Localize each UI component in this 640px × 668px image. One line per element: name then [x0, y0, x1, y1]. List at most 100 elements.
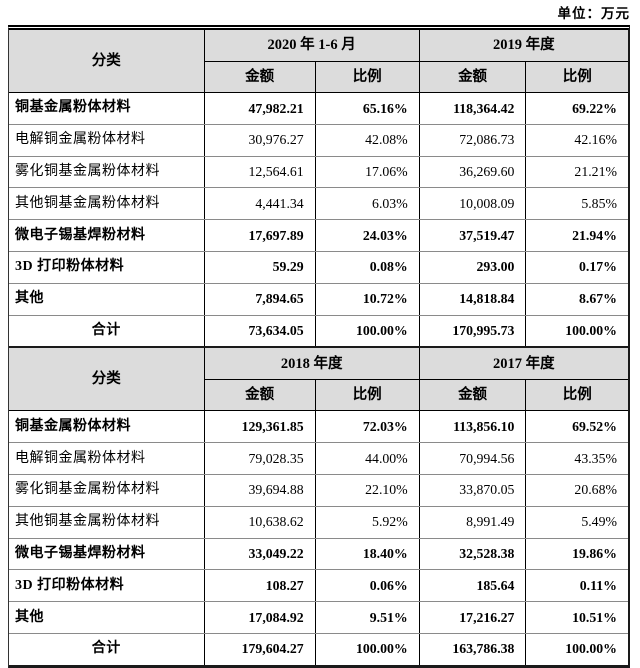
- period-header-2019: 2019 年度: [419, 30, 628, 62]
- row-ratio: 72.03%: [316, 411, 420, 443]
- table-row: 雾化铜基金属粉体材料 39,694.88 22.10% 33,870.05 20.68%: [9, 474, 628, 507]
- row-amount: 14,818.84: [420, 283, 527, 315]
- row-ratio: 21.94%: [572, 227, 617, 243]
- row-amount: 59.29: [205, 251, 316, 283]
- row-amount: 47,982.21: [205, 93, 316, 124]
- table-row: 其他 7,894.65 10.72% 14,818.84 8.67%: [9, 283, 628, 316]
- row-amount: 118,364.42: [420, 93, 527, 124]
- table-row: 雾化铜基金属粉体材料 12,564.61 17.06% 36,269.60 21.21%: [9, 156, 628, 189]
- table-row: 3D 打印粉体材料 108.27 0.06% 185.64 0.11%: [9, 570, 628, 603]
- amount-column-header: 金额: [205, 62, 316, 92]
- row-label: 雾化铜基金属粉体材料: [9, 156, 205, 188]
- row-label: 铜基金属粉体材料: [9, 93, 205, 124]
- period-header-2017: 2017 年度: [419, 348, 628, 381]
- table-row: 电解铜金属粉体材料 79,028.35 44.00% 70,994.56 43.35%: [9, 443, 628, 475]
- table-row: 微电子锡基焊粉材料 33,049.22 18.40% 32,528.38 19.86%: [9, 538, 628, 571]
- table-row: 铜基金属粉体材料 47,982.21 65.16% 118,364.42 69.22%: [9, 93, 628, 125]
- row-ratio: 22.10%: [316, 474, 420, 506]
- row-ratio: 44.00%: [316, 443, 420, 474]
- amount-column-header: 金额: [420, 62, 527, 92]
- category-column-header: 分类: [9, 348, 205, 411]
- row-label: 合计: [9, 633, 205, 665]
- row-ratio: 24.03%: [316, 220, 420, 251]
- row-ratio: 8.67%: [579, 291, 617, 307]
- row-amount: 108.27: [205, 570, 316, 602]
- row-ratio: 100.00%: [316, 633, 420, 665]
- row-amount: 70,994.56: [420, 443, 527, 474]
- table-row: 其他铜基金属粉体材料 10,638.62 5.92% 8,991.49 5.49%: [9, 506, 628, 539]
- table-row: 铜基金属粉体材料 129,361.85 72.03% 113,856.10 69.52%: [9, 411, 628, 444]
- ratio-column-header: 比例: [316, 380, 420, 411]
- row-ratio: 100.00%: [565, 641, 617, 657]
- row-label: 其他: [9, 602, 205, 633]
- table-row: 电解铜金属粉体材料 30,976.27 42.08% 72,086.73 42.16%: [9, 124, 628, 157]
- total-row: 合计 179,604.27 100.00% 163,786.38 100.00%: [9, 633, 628, 665]
- row-amount: 113,856.10: [420, 411, 527, 443]
- row-amount: 33,870.05: [420, 474, 527, 506]
- row-amount: 7,894.65: [205, 283, 316, 315]
- row-amount: 37,519.47: [420, 220, 527, 251]
- row-ratio: 6.03%: [316, 188, 420, 220]
- category-column-header: 分类: [9, 30, 205, 92]
- row-ratio: 42.16%: [574, 132, 617, 148]
- row-ratio: 43.35%: [574, 450, 617, 466]
- row-label: 雾化铜基金属粉体材料: [9, 474, 205, 506]
- row-ratio: 17.06%: [316, 156, 420, 188]
- row-amount: 73,634.05: [205, 315, 316, 347]
- amount-column-header: 金额: [205, 380, 316, 411]
- row-amount: 79,028.35: [205, 443, 316, 474]
- table-body: 铜基金属粉体材料 129,361.85 72.03% 113,856.10 69.52%…: [9, 411, 628, 665]
- row-amount: 17,084.92: [205, 602, 316, 633]
- table-header: 分类 2018 年度 2017 年度 金额 比例 金额 比例: [9, 348, 628, 412]
- row-label: 其他: [9, 283, 205, 315]
- table-row: 其他铜基金属粉体材料 4,441.34 6.03% 10,008.09 5.85%: [9, 188, 628, 221]
- row-label: 3D 打印粉体材料: [9, 251, 205, 283]
- row-ratio: 18.40%: [316, 538, 420, 570]
- row-ratio: 5.92%: [316, 506, 420, 538]
- table-row: 3D 打印粉体材料 59.29 0.08% 293.00 0.17%: [9, 251, 628, 284]
- row-label: 其他铜基金属粉体材料: [9, 188, 205, 220]
- row-label: 电解铜金属粉体材料: [9, 443, 205, 474]
- row-ratio: 0.06%: [316, 570, 420, 602]
- row-ratio: 42.08%: [316, 124, 420, 156]
- row-ratio: 69.22%: [572, 100, 617, 116]
- row-amount: 179,604.27: [205, 633, 316, 665]
- row-label: 合计: [9, 315, 205, 347]
- row-ratio: 10.72%: [316, 283, 420, 315]
- row-ratio: 69.52%: [572, 418, 617, 434]
- amount-column-header: 金额: [420, 380, 527, 411]
- row-amount: 170,995.73: [420, 315, 527, 347]
- row-ratio: 100.00%: [565, 323, 617, 339]
- row-ratio: 9.51%: [316, 602, 420, 633]
- row-amount: 72,086.73: [420, 124, 527, 156]
- period-header-2018: 2018 年度: [204, 348, 420, 381]
- row-amount: 12,564.61: [205, 156, 316, 188]
- ratio-column-header: 比例: [316, 62, 420, 92]
- row-amount: 8,991.49: [420, 506, 527, 538]
- ratio-column-header: 比例: [562, 387, 592, 404]
- table-row: 微电子锡基焊粉材料 17,697.89 24.03% 37,519.47 21.94%: [9, 220, 628, 252]
- row-ratio: 5.85%: [581, 195, 617, 211]
- row-amount: 33,049.22: [205, 538, 316, 570]
- ratio-column-header: 比例: [562, 68, 592, 85]
- row-label: 其他铜基金属粉体材料: [9, 506, 205, 538]
- row-amount: 185.64: [420, 570, 527, 602]
- row-ratio: 20.68%: [574, 482, 617, 498]
- table-section-2020-2019: 分类 2020 年 1-6 月 2019 年度 金额 比例 金额 比例 铜基金属…: [9, 30, 628, 347]
- row-amount: 293.00: [420, 251, 527, 283]
- row-amount: 36,269.60: [420, 156, 527, 188]
- row-label: 微电子锡基焊粉材料: [9, 220, 205, 251]
- row-ratio: 21.21%: [574, 164, 617, 180]
- row-amount: 32,528.38: [420, 538, 527, 570]
- table-body: 铜基金属粉体材料 47,982.21 65.16% 118,364.42 69.22% 电…: [9, 93, 628, 347]
- row-label: 电解铜金属粉体材料: [9, 124, 205, 156]
- unit-label: 单位：万元: [557, 6, 630, 21]
- total-row: 合计 73,634.05 100.00% 170,995.73 100.00%: [9, 315, 628, 347]
- row-ratio: 5.49%: [581, 514, 617, 530]
- row-label: 铜基金属粉体材料: [9, 411, 205, 443]
- row-ratio: 10.51%: [572, 609, 617, 625]
- row-amount: 4,441.34: [205, 188, 316, 220]
- row-amount: 129,361.85: [205, 411, 316, 443]
- row-amount: 30,976.27: [205, 124, 316, 156]
